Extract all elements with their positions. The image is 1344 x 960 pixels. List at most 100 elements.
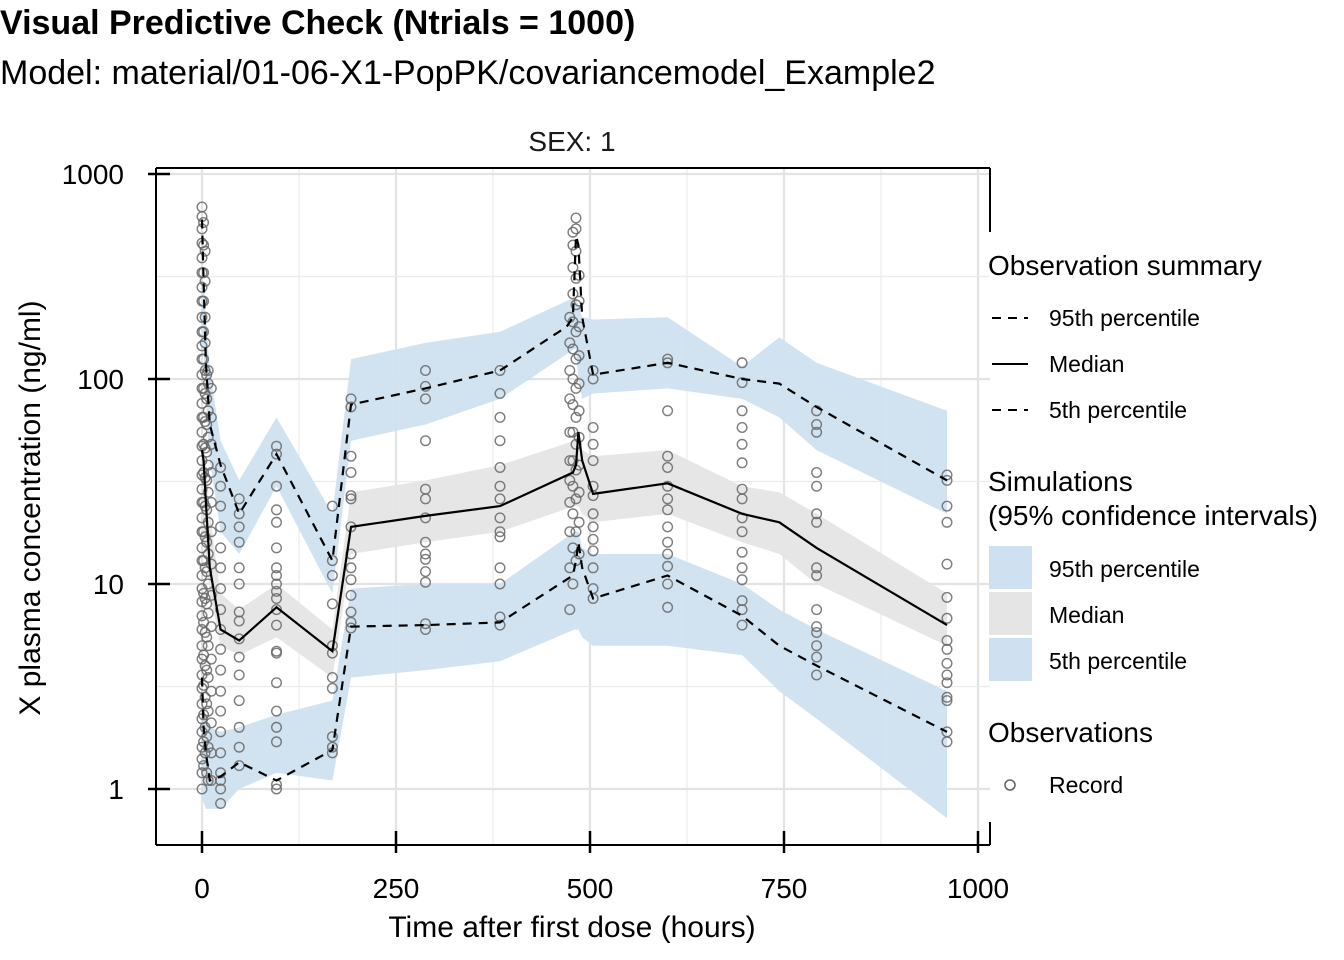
legend-label-obs-5th: 5th percentile [1049, 397, 1187, 423]
observation-point [567, 508, 579, 520]
observation-point [570, 353, 582, 365]
observation-point [941, 691, 953, 703]
observation-point [567, 262, 579, 274]
observation-point [233, 578, 245, 590]
observation-point [811, 604, 823, 616]
observation-point [233, 741, 245, 753]
observation-point [326, 682, 338, 694]
observation-point [271, 604, 283, 616]
observation-point [271, 516, 283, 528]
observation-point [215, 798, 227, 810]
observation-point [662, 536, 674, 548]
observation-point [941, 612, 953, 624]
observation-point [420, 624, 432, 636]
observation-point [564, 393, 576, 405]
observation-point [564, 455, 576, 467]
observation-point [570, 223, 582, 235]
legend-key-sim-median [989, 592, 1032, 635]
observation-point [345, 562, 357, 574]
observation-point [662, 548, 674, 560]
observation-point [271, 783, 283, 795]
observation-point [662, 405, 674, 417]
observation-point [345, 616, 357, 628]
observation-point [215, 664, 227, 676]
observation-point [941, 500, 953, 512]
series-line-5th-percentile [200, 542, 948, 782]
observation-point [570, 493, 582, 505]
observation-point [215, 747, 227, 759]
legend-title-simulations-ci: (95% confidence intervals) [988, 500, 1318, 531]
legend-label-record: Record [1049, 772, 1123, 798]
observation-point [811, 480, 823, 492]
observation-point [736, 546, 748, 558]
observation-point [201, 664, 213, 676]
observation-point [941, 643, 953, 655]
observation-point [201, 731, 213, 743]
observation-point [564, 496, 576, 508]
observation-point [494, 562, 506, 574]
observation-point [736, 405, 748, 417]
observation-point [662, 601, 674, 613]
observation-point [494, 480, 506, 492]
legend: Observation summary 95th percentile Medi… [988, 250, 1318, 798]
observation-point [811, 651, 823, 663]
observation-point [587, 508, 599, 520]
simulation-bands [202, 278, 947, 819]
observation-point [202, 672, 214, 684]
observation-point [271, 542, 283, 554]
observation-point [420, 553, 432, 565]
observation-point [196, 311, 208, 323]
observation-point [215, 521, 227, 533]
observation-point [587, 533, 599, 545]
observation-point [494, 435, 506, 447]
observation-point [345, 622, 357, 634]
observation-point [420, 483, 432, 495]
legend-title-simulations: Simulations [988, 466, 1133, 497]
observation-point [271, 504, 283, 516]
observation-point [345, 401, 357, 413]
observation-point [345, 450, 357, 462]
y-tick-label: 1000 [62, 159, 124, 190]
observation-point [198, 679, 210, 691]
observation-point [567, 480, 579, 492]
observation-point [345, 589, 357, 601]
observation-point [205, 717, 217, 729]
observation-point [573, 378, 585, 390]
observation-point [345, 493, 357, 505]
observation-point [233, 508, 245, 520]
observation-point [587, 521, 599, 533]
observation-point [326, 741, 338, 753]
observation-point [233, 651, 245, 663]
observation-points [196, 201, 953, 810]
observation-point [662, 560, 674, 572]
observation-point [198, 353, 210, 365]
observation-point [573, 405, 585, 417]
y-tick-label: 1 [108, 774, 124, 805]
observation-point [215, 500, 227, 512]
observation-point [196, 340, 208, 352]
observation-point [215, 480, 227, 492]
x-axis-label: Time after first dose (hours) [388, 911, 755, 944]
x-tick-label: 0 [194, 873, 210, 904]
y-axis-label: X plasma concentration (ng/ml) [14, 300, 47, 715]
observation-point [587, 545, 599, 557]
observation-point [215, 685, 227, 697]
observation-point [662, 521, 674, 533]
observation-point [941, 695, 953, 707]
observation-point [196, 201, 208, 213]
observation-point [567, 578, 579, 590]
observation-point [587, 422, 599, 434]
observation-point [271, 705, 283, 717]
observation-point [215, 542, 227, 554]
observation-point [233, 695, 245, 707]
observation-point [736, 562, 748, 574]
facet-label: SEX: 1 [528, 126, 615, 157]
observation-point [233, 493, 245, 505]
observation-point [233, 536, 245, 548]
observation-point [736, 526, 748, 538]
observation-point [564, 337, 576, 349]
observation-point [564, 526, 576, 538]
observation-point [736, 574, 748, 586]
observation-point [494, 462, 506, 474]
observation-point [564, 604, 576, 616]
